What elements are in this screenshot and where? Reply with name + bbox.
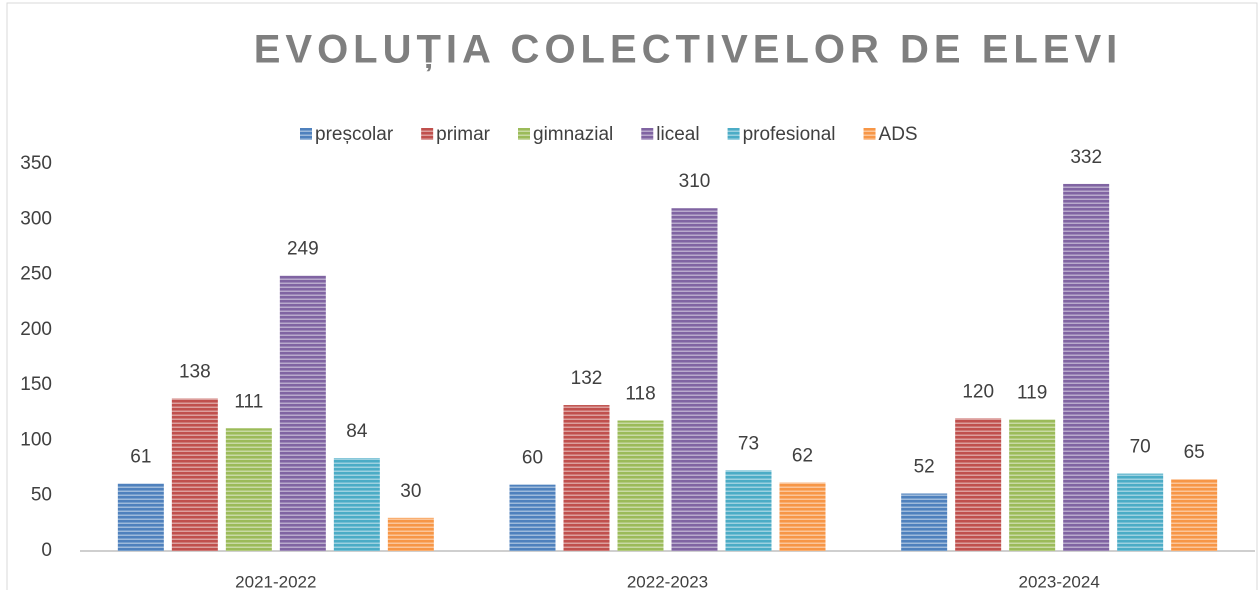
- bar: [1063, 183, 1110, 551]
- y-tick-label: 200: [20, 319, 52, 340]
- bar: [1171, 479, 1218, 551]
- bar: [563, 405, 610, 551]
- data-label: 84: [346, 421, 368, 442]
- bar: [1117, 473, 1164, 551]
- data-label: 62: [792, 445, 813, 466]
- legend-label: profesional: [743, 124, 836, 145]
- bar: [671, 208, 718, 551]
- legend-swatch: [421, 128, 434, 140]
- y-tick-label: 150: [20, 374, 52, 395]
- x-tick-label: 2021-2022: [235, 572, 316, 590]
- legend-swatch: [641, 128, 654, 140]
- x-tick-label: 2023-2024: [1019, 572, 1100, 590]
- legend-swatch: [300, 128, 312, 140]
- bar: [1009, 419, 1056, 551]
- data-label: 249: [287, 239, 319, 260]
- bar: [171, 398, 218, 551]
- data-label: 65: [1184, 442, 1205, 463]
- bar: [779, 482, 826, 551]
- data-label: 118: [625, 384, 655, 405]
- bar: [279, 275, 326, 551]
- legend-swatch: [863, 128, 876, 140]
- data-label: 132: [571, 368, 603, 389]
- y-tick-label: 300: [20, 208, 52, 229]
- chart-title: EVOLUȚIA COLECTIVELOR DE ELEVI: [254, 28, 1123, 72]
- bar: [955, 418, 1002, 551]
- data-label: 120: [962, 381, 994, 402]
- data-label: 119: [1017, 382, 1047, 403]
- chart-border: [6, 2, 1258, 590]
- legend-label: gimnazial: [533, 124, 613, 145]
- bar: [509, 484, 556, 551]
- data-label: 332: [1070, 147, 1102, 168]
- legend-label: preșcolar: [315, 124, 394, 145]
- data-label: 111: [234, 391, 263, 412]
- bar: [725, 470, 772, 551]
- bar: [333, 458, 380, 551]
- data-label: 60: [522, 448, 543, 469]
- legend-label: ADS: [879, 124, 918, 145]
- y-tick-label: 250: [20, 264, 52, 285]
- data-label: 310: [679, 171, 711, 192]
- bar: [617, 420, 664, 551]
- bar: [225, 428, 272, 551]
- legend-label: liceal: [656, 124, 699, 145]
- legend-swatch: [727, 128, 740, 140]
- data-label: 138: [179, 361, 211, 382]
- data-label: 61: [130, 447, 151, 468]
- x-tick-label: 2022-2023: [627, 572, 708, 590]
- data-label: 73: [738, 433, 759, 454]
- bar: [387, 517, 434, 551]
- y-tick-label: 50: [31, 485, 52, 506]
- bar: [901, 493, 948, 551]
- data-label: 70: [1130, 437, 1151, 458]
- bar: [117, 483, 164, 551]
- legend-swatch: [518, 128, 530, 140]
- y-tick-label: 350: [20, 153, 52, 174]
- data-label: 52: [914, 457, 935, 478]
- y-tick-label: 0: [41, 540, 52, 561]
- y-tick-label: 100: [20, 429, 52, 450]
- legend-label: primar: [436, 124, 491, 145]
- data-label: 30: [400, 481, 421, 502]
